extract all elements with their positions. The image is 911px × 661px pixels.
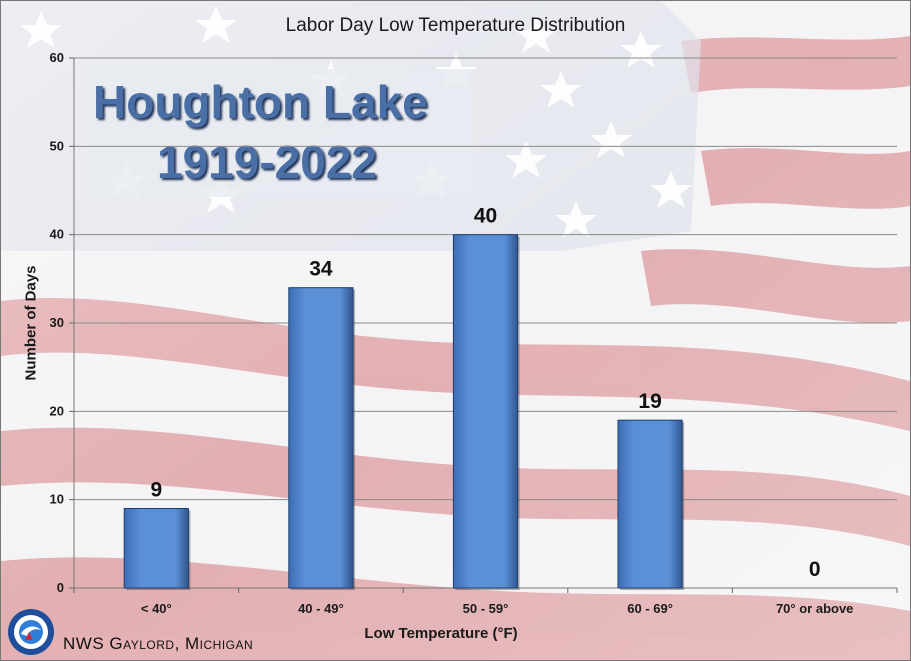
data-label: 40	[474, 205, 497, 228]
bar	[288, 287, 354, 589]
y-axis-label: Number of Days	[22, 265, 40, 381]
y-tick-label: 40	[50, 227, 64, 242]
y-tick-label: 20	[50, 403, 64, 418]
data-label: 19	[638, 390, 661, 413]
location-title: Houghton Lake	[93, 76, 428, 128]
y-tick-label: 60	[50, 50, 64, 65]
x-tick-label: < 40°	[141, 601, 172, 616]
x-tick-label: 60 - 69°	[627, 601, 673, 616]
period-title: 1919-2022	[157, 136, 377, 188]
y-tick-label: 0	[57, 580, 64, 595]
x-tick-label: 70° or above	[776, 601, 853, 616]
bar	[452, 234, 519, 589]
y-tick-label: 30	[50, 315, 64, 330]
data-label: 9	[150, 479, 162, 502]
x-tick-label: 50 - 59°	[463, 601, 509, 616]
nws-logo-icon	[8, 609, 54, 655]
bar	[617, 419, 683, 589]
data-label: 34	[309, 258, 333, 281]
nws-credit: NWS Gaylord, Michigan	[63, 634, 254, 653]
x-tick-label: 40 - 49°	[298, 601, 344, 616]
bar	[123, 508, 189, 589]
x-axis-label: Low Temperature (°F)	[364, 625, 518, 642]
chart-title: Labor Day Low Temperature Distribution	[285, 15, 626, 36]
data-label: 0	[809, 558, 821, 581]
location-banner	[89, 69, 473, 197]
y-tick-label: 50	[50, 138, 64, 153]
y-tick-label: 10	[50, 492, 64, 507]
